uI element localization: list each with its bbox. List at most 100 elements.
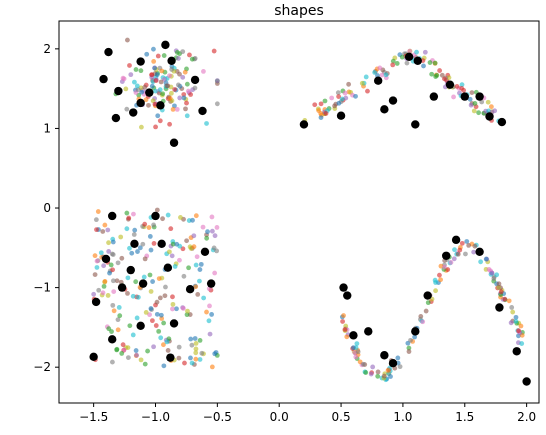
centroid-point: [380, 351, 389, 360]
scatter-point: [154, 299, 160, 305]
scatter-point: [109, 329, 114, 334]
scatter-point: [442, 264, 447, 270]
scatter-point: [167, 95, 173, 101]
scatter-point: [130, 332, 136, 338]
scatter-point: [139, 124, 144, 130]
scatter-point: [169, 253, 175, 259]
scatter-point: [130, 293, 136, 299]
scatter-point: [201, 295, 207, 301]
scatter-point: [183, 106, 188, 112]
scatter-point: [467, 96, 473, 102]
scatter-point: [212, 351, 218, 357]
scatter-point: [96, 287, 102, 293]
scatter-point: [438, 277, 443, 283]
y-tick-label: 1: [43, 121, 51, 135]
y-axis: −2 −1 0 1 2: [33, 42, 59, 374]
scatter-point: [132, 227, 138, 233]
centroid-point: [445, 80, 455, 89]
scatter-point: [124, 210, 130, 216]
scatter-point: [161, 363, 167, 369]
x-tick-label: −1.0: [141, 410, 170, 424]
scatter-point: [158, 335, 164, 341]
scatter-point: [118, 234, 124, 240]
scatter-point: [181, 273, 187, 279]
scatter-point: [161, 342, 166, 348]
scatter-point: [176, 344, 182, 350]
centroid-point: [423, 291, 432, 300]
chart-title: shapes: [274, 3, 324, 19]
scatter-point: [471, 249, 477, 255]
centroid-point: [99, 74, 108, 84]
centroid-point: [111, 113, 121, 123]
scatter-point: [192, 336, 198, 341]
centroid-point: [429, 92, 439, 101]
centroid-point: [151, 211, 160, 221]
scatter-point: [437, 68, 443, 73]
scatter-point: [375, 373, 381, 379]
centroid-point: [167, 56, 176, 65]
scatter-point: [134, 352, 139, 358]
scatter-point: [93, 217, 99, 223]
scatter-point: [442, 76, 447, 82]
scatter-point: [184, 113, 190, 119]
centroid-point: [163, 263, 173, 272]
scatter-point: [133, 279, 139, 285]
scatter-point: [110, 239, 116, 245]
y-tick-label: 2: [43, 42, 51, 56]
scatter-point: [114, 278, 120, 284]
centroid-point: [364, 327, 373, 336]
scatter-point: [185, 88, 191, 94]
scatter-point: [212, 233, 218, 239]
centroid-point: [200, 247, 210, 256]
scatter-point: [143, 310, 149, 315]
scatter-point: [124, 106, 130, 112]
scatter-point: [496, 281, 502, 287]
scatter-point: [110, 359, 115, 365]
scatter-point: [434, 72, 440, 78]
x-axis: −1.5 −1.0 −0.5 0.0 0.5 1.0 1.5 2.0: [79, 403, 536, 424]
centroid-point: [101, 254, 111, 264]
scatter-point: [164, 339, 170, 345]
scatter-point: [158, 79, 164, 85]
centroid-point: [349, 331, 358, 340]
scatter-point: [148, 306, 154, 311]
scatter-point: [476, 110, 481, 116]
scatter-point: [106, 240, 111, 246]
scatter-point: [180, 49, 186, 55]
x-tick-label: −1.5: [79, 410, 108, 424]
centroid-point: [126, 265, 135, 275]
scatter-point: [189, 360, 195, 366]
scatter-point: [422, 49, 428, 55]
scatter-point: [157, 87, 163, 93]
scatter-point: [200, 224, 206, 230]
scatter-point: [479, 99, 485, 105]
centroid-point: [522, 377, 531, 386]
scatter-point: [322, 98, 328, 104]
scatter-point: [429, 71, 435, 77]
x-tick-label: 1.5: [455, 410, 474, 424]
scatter-point: [131, 232, 137, 237]
scatter-point: [312, 102, 318, 108]
x-tick-label: 0.0: [270, 410, 289, 424]
scatter-point: [134, 315, 140, 321]
centroid-point: [130, 239, 139, 249]
scatter-point: [195, 292, 201, 297]
scatter-point: [486, 267, 492, 272]
centroid-point: [136, 57, 145, 66]
centroid-point: [169, 138, 179, 147]
centroid-point: [411, 327, 420, 336]
scatter-points: [91, 37, 525, 383]
scatter-point: [154, 207, 160, 213]
scatter-point: [147, 234, 153, 239]
scatter-point: [142, 361, 148, 367]
scatter-point: [114, 346, 120, 352]
scatter-point: [141, 274, 147, 280]
scatter-point: [457, 247, 463, 253]
scatter-point: [193, 341, 199, 346]
centroid-point: [198, 106, 207, 116]
scatter-point: [133, 67, 139, 72]
scatter-point: [340, 319, 345, 324]
scatter-point: [181, 92, 187, 97]
scatter-point: [353, 354, 359, 360]
scatter-point: [212, 270, 218, 276]
